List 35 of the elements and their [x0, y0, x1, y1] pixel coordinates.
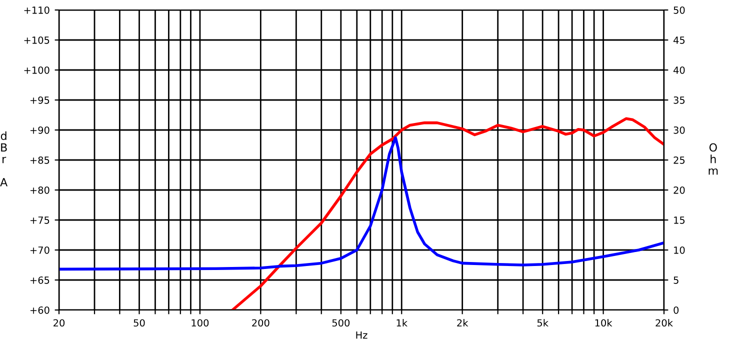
y2-tick-label: 25	[674, 156, 685, 164]
x-tick-label: 200	[252, 319, 270, 327]
y-tick-label: +75	[30, 216, 50, 224]
y-tick-label: +95	[30, 96, 50, 104]
y-tick-label: +70	[30, 246, 50, 254]
x-axis-title: Hz	[356, 332, 368, 339]
x-tick-label: 1k	[396, 319, 408, 326]
x-tick-label: 500	[332, 319, 350, 327]
y-tick-label: +85	[30, 156, 50, 164]
y2-tick-label: 10	[674, 246, 685, 254]
x-tick-label: 10k	[595, 319, 612, 327]
y2-tick-label: 35	[674, 96, 685, 104]
y2-tick-label: 40	[674, 66, 685, 74]
x-tick-label: 20k	[656, 319, 673, 327]
y-tick-label: +110	[24, 6, 50, 14]
y-tick-label: +65	[30, 276, 50, 284]
y2-tick-label: 5	[674, 276, 678, 284]
text: dBr A	[0, 131, 8, 186]
y2-tick-label: 30	[674, 126, 685, 134]
x-tick-label: 20	[54, 319, 65, 327]
x-tick-label: 2k	[457, 319, 468, 326]
y-tick-label: +90	[30, 126, 50, 134]
y2-tick-label: 50	[674, 6, 685, 14]
y-tick-label: +80	[30, 186, 50, 194]
x-tick-label: 50	[134, 319, 145, 327]
y2-tick-label: 45	[674, 36, 685, 44]
y-tick-label: +100	[24, 66, 50, 74]
y-tick-label: +60	[30, 306, 50, 314]
y2-tick-label: 0	[674, 306, 679, 314]
y-tick-label: +105	[24, 36, 50, 44]
x-tick-label: 100	[192, 319, 209, 327]
y2-axis-title: Ohm	[708, 143, 718, 175]
y2-tick-label: 15	[674, 216, 685, 224]
x-tick-label: 5k	[537, 319, 548, 327]
y2-tick-label: 20	[674, 186, 685, 194]
